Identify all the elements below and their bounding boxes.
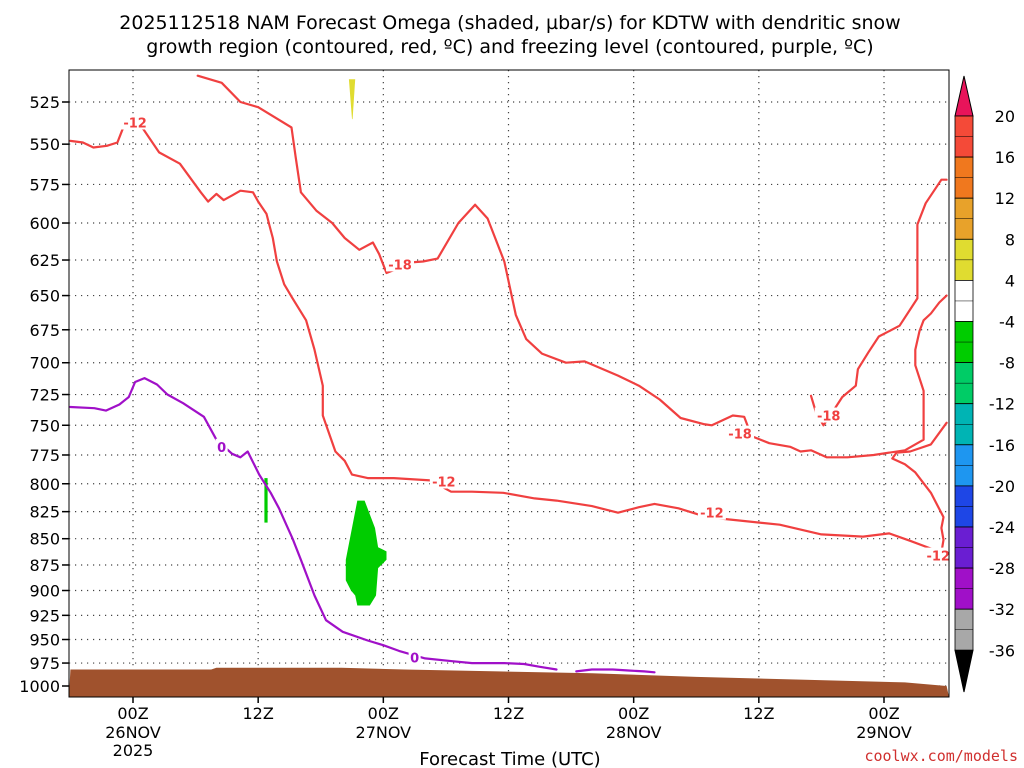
y-tick-label: 600 (29, 214, 60, 233)
contour-label: -12 (926, 550, 950, 565)
plot-area (69, 70, 949, 697)
y-tick-label: 525 (29, 93, 60, 112)
y-tick-label: 875 (29, 556, 60, 575)
omega-shaded-region (264, 478, 268, 523)
chart-title-line-2: growth region (contoured, red, ºC) and f… (146, 36, 873, 58)
contour-label: -12 (123, 116, 147, 131)
y-tick-label: 575 (29, 175, 60, 194)
colorbar-bottom-arrow (954, 649, 974, 693)
contour-label: 0 (217, 441, 226, 456)
contour-label-bg (429, 473, 458, 489)
colorbar-label: -12 (989, 395, 1015, 414)
y-tick-label: 750 (29, 416, 60, 435)
x-tick-year-label: 2025 (113, 741, 154, 760)
contour-label: -18 (817, 410, 841, 425)
x-tick-label: 00Z (117, 704, 148, 723)
colorbar-label: -24 (989, 518, 1015, 537)
x-tick-date-label: 29NOV (856, 723, 912, 742)
colorbar-label: 16 (995, 148, 1015, 167)
x-axis-title: Forecast Time (UTC) (419, 749, 600, 768)
y-tick-label: 800 (29, 475, 60, 494)
y-tick-label: 550 (29, 135, 60, 154)
contour-label-bg (814, 407, 843, 423)
colorbar-label: -36 (989, 641, 1015, 660)
y-tick-label: 650 (29, 287, 60, 306)
contour-line (575, 668, 656, 674)
y-tick-label: 900 (29, 582, 60, 601)
y-tick-label: 1000 (19, 677, 60, 696)
x-tick-label: 12Z (743, 704, 774, 723)
contour-label-bg (386, 256, 415, 272)
contour-label: 0 (410, 651, 419, 666)
contour-line (69, 117, 948, 554)
omega-shaded-region (345, 500, 387, 606)
colorbar-top-arrow (954, 75, 974, 117)
x-tick-date-label: 27NOV (356, 723, 412, 742)
contour-label: -18 (388, 258, 412, 273)
contour-lines (69, 74, 948, 674)
colorbar-label: 12 (995, 189, 1015, 208)
colorbar-label: -32 (989, 600, 1015, 619)
contour-labels: -12 -18 -12 -18 -18 -12 -12 0 0 (121, 114, 953, 666)
x-tick-label: 00Z (368, 704, 399, 723)
contour-label-bg (697, 504, 726, 520)
x-tick-label: 12Z (243, 704, 274, 723)
y-tick-label: 975 (29, 654, 60, 673)
contour-label-bg (408, 649, 421, 665)
colorbar-label: -20 (989, 477, 1015, 496)
x-tick-date-label: 28NOV (606, 723, 662, 742)
y-tick-label: 675 (29, 321, 60, 340)
contour-label-bg (726, 425, 755, 441)
contour-label: -12 (432, 475, 456, 490)
colorbar-label: -28 (989, 559, 1015, 578)
y-tick-label: 775 (29, 446, 60, 465)
contour-label-bg (924, 547, 953, 563)
colorbar-label: 8 (1005, 230, 1015, 249)
colorbar-label: 4 (1005, 271, 1015, 290)
y-axis-ticks: 525 550 575 600 625 650 675 700 725 750 775 800 825 8… (19, 93, 69, 696)
colorbar-legend: 20 16 12 8 4 -4 -8 -12 -16 -20 -24 -28 -32 -36 (954, 75, 1015, 693)
colorbar-label: -16 (989, 436, 1015, 455)
contour-line (196, 74, 948, 459)
grid-lines (69, 70, 949, 697)
x-tick-label: 00Z (618, 704, 649, 723)
chart-title-line-1: 2025112518 NAM Forecast Omega (shaded, µ… (119, 12, 900, 34)
x-tick-label: 12Z (493, 704, 524, 723)
credit-text: coolwx.com/models (864, 747, 1018, 765)
contour-label-bg (215, 438, 228, 454)
colorbar-label: 20 (995, 107, 1015, 126)
y-tick-label: 625 (29, 251, 60, 270)
y-tick-label: 850 (29, 530, 60, 549)
colorbar-label: -4 (999, 313, 1015, 332)
contour-line (69, 377, 558, 671)
omega-shaded-region (348, 79, 356, 120)
omega-shaded-regions (264, 79, 387, 606)
y-tick-label: 925 (29, 606, 60, 625)
colorbar-label: -8 (999, 354, 1015, 373)
contour-label-bg (121, 114, 150, 130)
y-tick-label: 700 (29, 354, 60, 373)
x-tick-label: 00Z (868, 704, 899, 723)
contour-label: -12 (700, 507, 724, 522)
ground-fill (69, 667, 949, 697)
y-tick-label: 725 (29, 386, 60, 405)
ground-surface (69, 667, 949, 697)
contour-label: -18 (728, 428, 752, 443)
y-tick-label: 825 (29, 503, 60, 522)
x-tick-date-label: 26NOV (105, 723, 161, 742)
y-tick-label: 950 (29, 631, 60, 650)
